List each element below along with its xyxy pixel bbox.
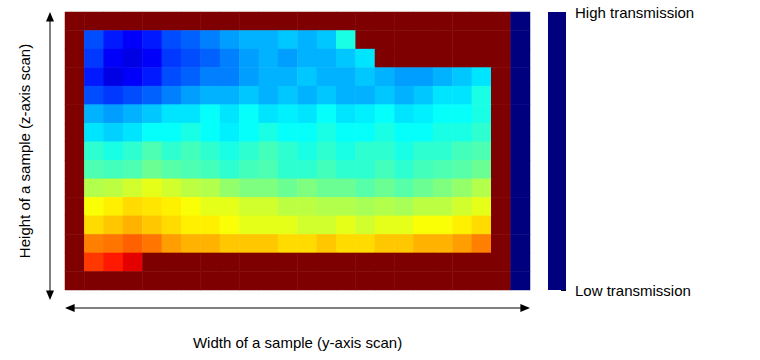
svg-text:High transmission: High transmission xyxy=(575,4,694,21)
svg-text:Low transmission: Low transmission xyxy=(575,282,691,299)
svg-text:Height of a sample (z-axis sca: Height of a sample (z-axis scan) xyxy=(16,44,33,258)
svg-text:Width of a sample (y-axis scan: Width of a sample (y-axis scan) xyxy=(193,334,402,351)
